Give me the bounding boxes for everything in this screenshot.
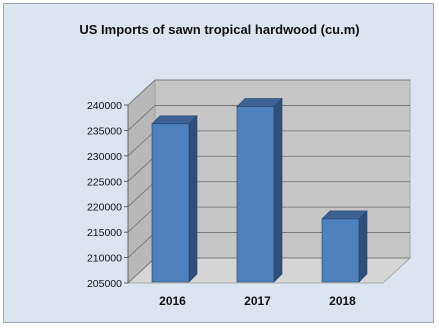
x-tick-label: 2017 bbox=[244, 294, 271, 308]
bar-2017 bbox=[236, 97, 283, 283]
y-tick-label: 210000 bbox=[87, 253, 122, 265]
chart-title: US Imports of sawn tropical hardwood (cu… bbox=[79, 22, 360, 37]
bar-2018 bbox=[321, 210, 368, 283]
plot-side-wall bbox=[127, 79, 156, 284]
y-tick-label: 235000 bbox=[87, 125, 122, 137]
x-tick-label: 2018 bbox=[329, 294, 356, 308]
bar-side bbox=[188, 115, 198, 283]
y-tick-label: 240000 bbox=[87, 100, 122, 112]
gridline-240000 bbox=[127, 79, 410, 106]
gridline-235000 bbox=[127, 105, 410, 131]
bar-front bbox=[151, 123, 190, 283]
bar-side bbox=[358, 210, 368, 283]
y-tick-label: 205000 bbox=[87, 278, 122, 290]
bar-top bbox=[321, 210, 368, 220]
x-tick-label: 2016 bbox=[159, 294, 186, 308]
y-tick-label: 220000 bbox=[87, 202, 122, 214]
bar-side bbox=[273, 97, 283, 283]
y-tick-label: 215000 bbox=[87, 227, 122, 239]
bar-top bbox=[236, 98, 283, 107]
bar-top bbox=[151, 115, 198, 125]
bar-front bbox=[236, 106, 275, 283]
bar-front bbox=[321, 218, 360, 283]
y-tick-label: 225000 bbox=[87, 176, 122, 188]
y-tick-label: 230000 bbox=[87, 151, 122, 163]
bar-2016 bbox=[151, 115, 198, 283]
